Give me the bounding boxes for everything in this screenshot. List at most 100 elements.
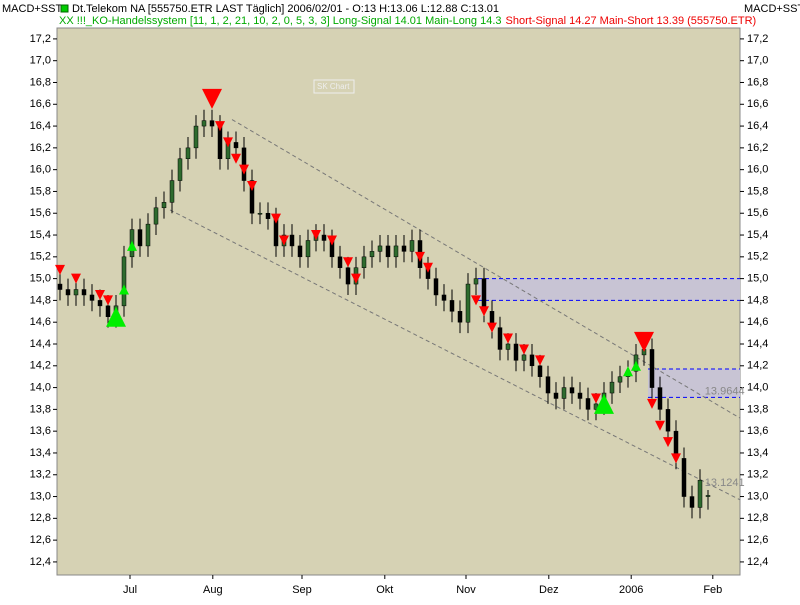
y-tick-label: 17,2 [747, 33, 768, 45]
y-tick-label: 17,0 [747, 55, 768, 67]
y-tick-label: 13,8 [747, 403, 768, 415]
y-tick-label: 15,4 [747, 229, 768, 241]
x-tick-label: Feb [703, 584, 722, 596]
y-tick-label: 16,2 [747, 142, 768, 154]
candle-body [505, 343, 511, 350]
y-tick-label: 12,8 [30, 512, 51, 524]
long-signal [127, 240, 137, 251]
y-tick-label: 14,8 [747, 294, 768, 306]
main-long-signal [594, 393, 614, 414]
symbol-line: Dt.Telekom NA [555750.ETR LAST Täglich] … [72, 3, 499, 15]
candle-body [201, 120, 207, 127]
candle-body [369, 251, 375, 258]
candle-body [473, 278, 479, 285]
price-label: 13.1241 [705, 477, 745, 489]
short-signal [215, 121, 225, 132]
y-tick-label: 15,8 [30, 185, 51, 197]
main-short-signal [202, 88, 222, 109]
candle-body [409, 240, 415, 252]
y-tick-label: 16,0 [747, 164, 768, 176]
short-signal [503, 333, 513, 344]
short-line: Short-Signal 14.27 Main-Short 13.39 (555… [506, 15, 757, 27]
watermark-box [313, 79, 355, 94]
main-long-signal [106, 306, 126, 327]
y-tick-label: 16,4 [30, 120, 51, 132]
candle-body [561, 387, 567, 399]
indicator-label: MACD+SST [2, 3, 62, 15]
candle-body [97, 300, 103, 307]
candle-body [609, 381, 615, 394]
y-tick-label: 16,8 [747, 76, 768, 88]
short-signal [591, 393, 601, 404]
y-tick-label: 17,2 [30, 33, 51, 45]
system-line: XX !!!_KO-Handelssystem [11, 1, 2, 21, 1… [59, 15, 502, 27]
candle-body [497, 327, 503, 350]
candle-body [521, 354, 527, 361]
y-tick-label: 16,4 [747, 120, 768, 132]
y-tick-label: 15,8 [747, 185, 768, 197]
main-short-signal [634, 331, 654, 352]
long-signal [623, 366, 633, 377]
candle-body [577, 392, 583, 399]
y-tick-label: 14,4 [747, 338, 768, 350]
candle-body [193, 125, 199, 149]
plot-area [56, 27, 741, 576]
trendline [169, 209, 741, 501]
long-signal [119, 284, 129, 295]
y-tick-label: 15,4 [30, 229, 51, 241]
watermark: SK Chart [317, 82, 350, 91]
candle-body [537, 365, 543, 377]
short-signal [415, 251, 425, 262]
y-tick-label: 16,6 [30, 98, 51, 110]
candle-body [681, 458, 687, 497]
x-tick-label: Sep [292, 584, 312, 596]
y-tick-label: 12,4 [30, 556, 51, 568]
trendline [231, 119, 741, 419]
short-signal [271, 213, 281, 224]
candle-body [545, 376, 551, 394]
y-tick-label: 12,6 [747, 534, 768, 546]
series-icon [60, 4, 69, 13]
short-signal [103, 295, 113, 306]
candle-body [697, 479, 703, 508]
candle-body [145, 223, 151, 247]
candle-body [433, 278, 439, 296]
candle-body [441, 294, 447, 301]
short-signal [55, 264, 65, 275]
zone [648, 369, 740, 398]
candle-body [89, 294, 95, 301]
y-tick-label: 13,6 [30, 425, 51, 437]
candle-body [529, 354, 535, 367]
x-tick-label: Aug [203, 584, 223, 596]
short-signal [279, 235, 289, 246]
candle-body [289, 234, 295, 247]
candle-body [297, 245, 303, 258]
candle-body [553, 392, 559, 399]
candle-body [249, 180, 255, 214]
y-tick-label: 17,0 [30, 55, 51, 67]
y-tick-label: 13,2 [747, 469, 768, 481]
candle-body [169, 180, 175, 203]
y-tick-label: 15,2 [30, 251, 51, 263]
y-tick-label: 13,0 [747, 490, 768, 502]
y-tick-label: 14,0 [747, 381, 768, 393]
short-signal [671, 453, 681, 464]
short-signal [663, 437, 673, 448]
candle-body [449, 300, 455, 312]
candle-body [161, 202, 167, 209]
y-tick-label: 14,8 [30, 294, 51, 306]
y-tick-label: 12,4 [747, 556, 768, 568]
candle-body [705, 495, 711, 497]
y-tick-label: 15,2 [747, 251, 768, 263]
short-signal [351, 273, 361, 284]
candle-body [177, 158, 183, 181]
y-tick-label: 16,6 [747, 98, 768, 110]
candle-body [569, 387, 575, 394]
short-signal [535, 355, 545, 366]
candle-body [657, 387, 663, 410]
short-signal [423, 262, 433, 273]
short-signal [95, 289, 105, 300]
candle-body [305, 240, 311, 258]
y-tick-label: 15,0 [747, 273, 768, 285]
